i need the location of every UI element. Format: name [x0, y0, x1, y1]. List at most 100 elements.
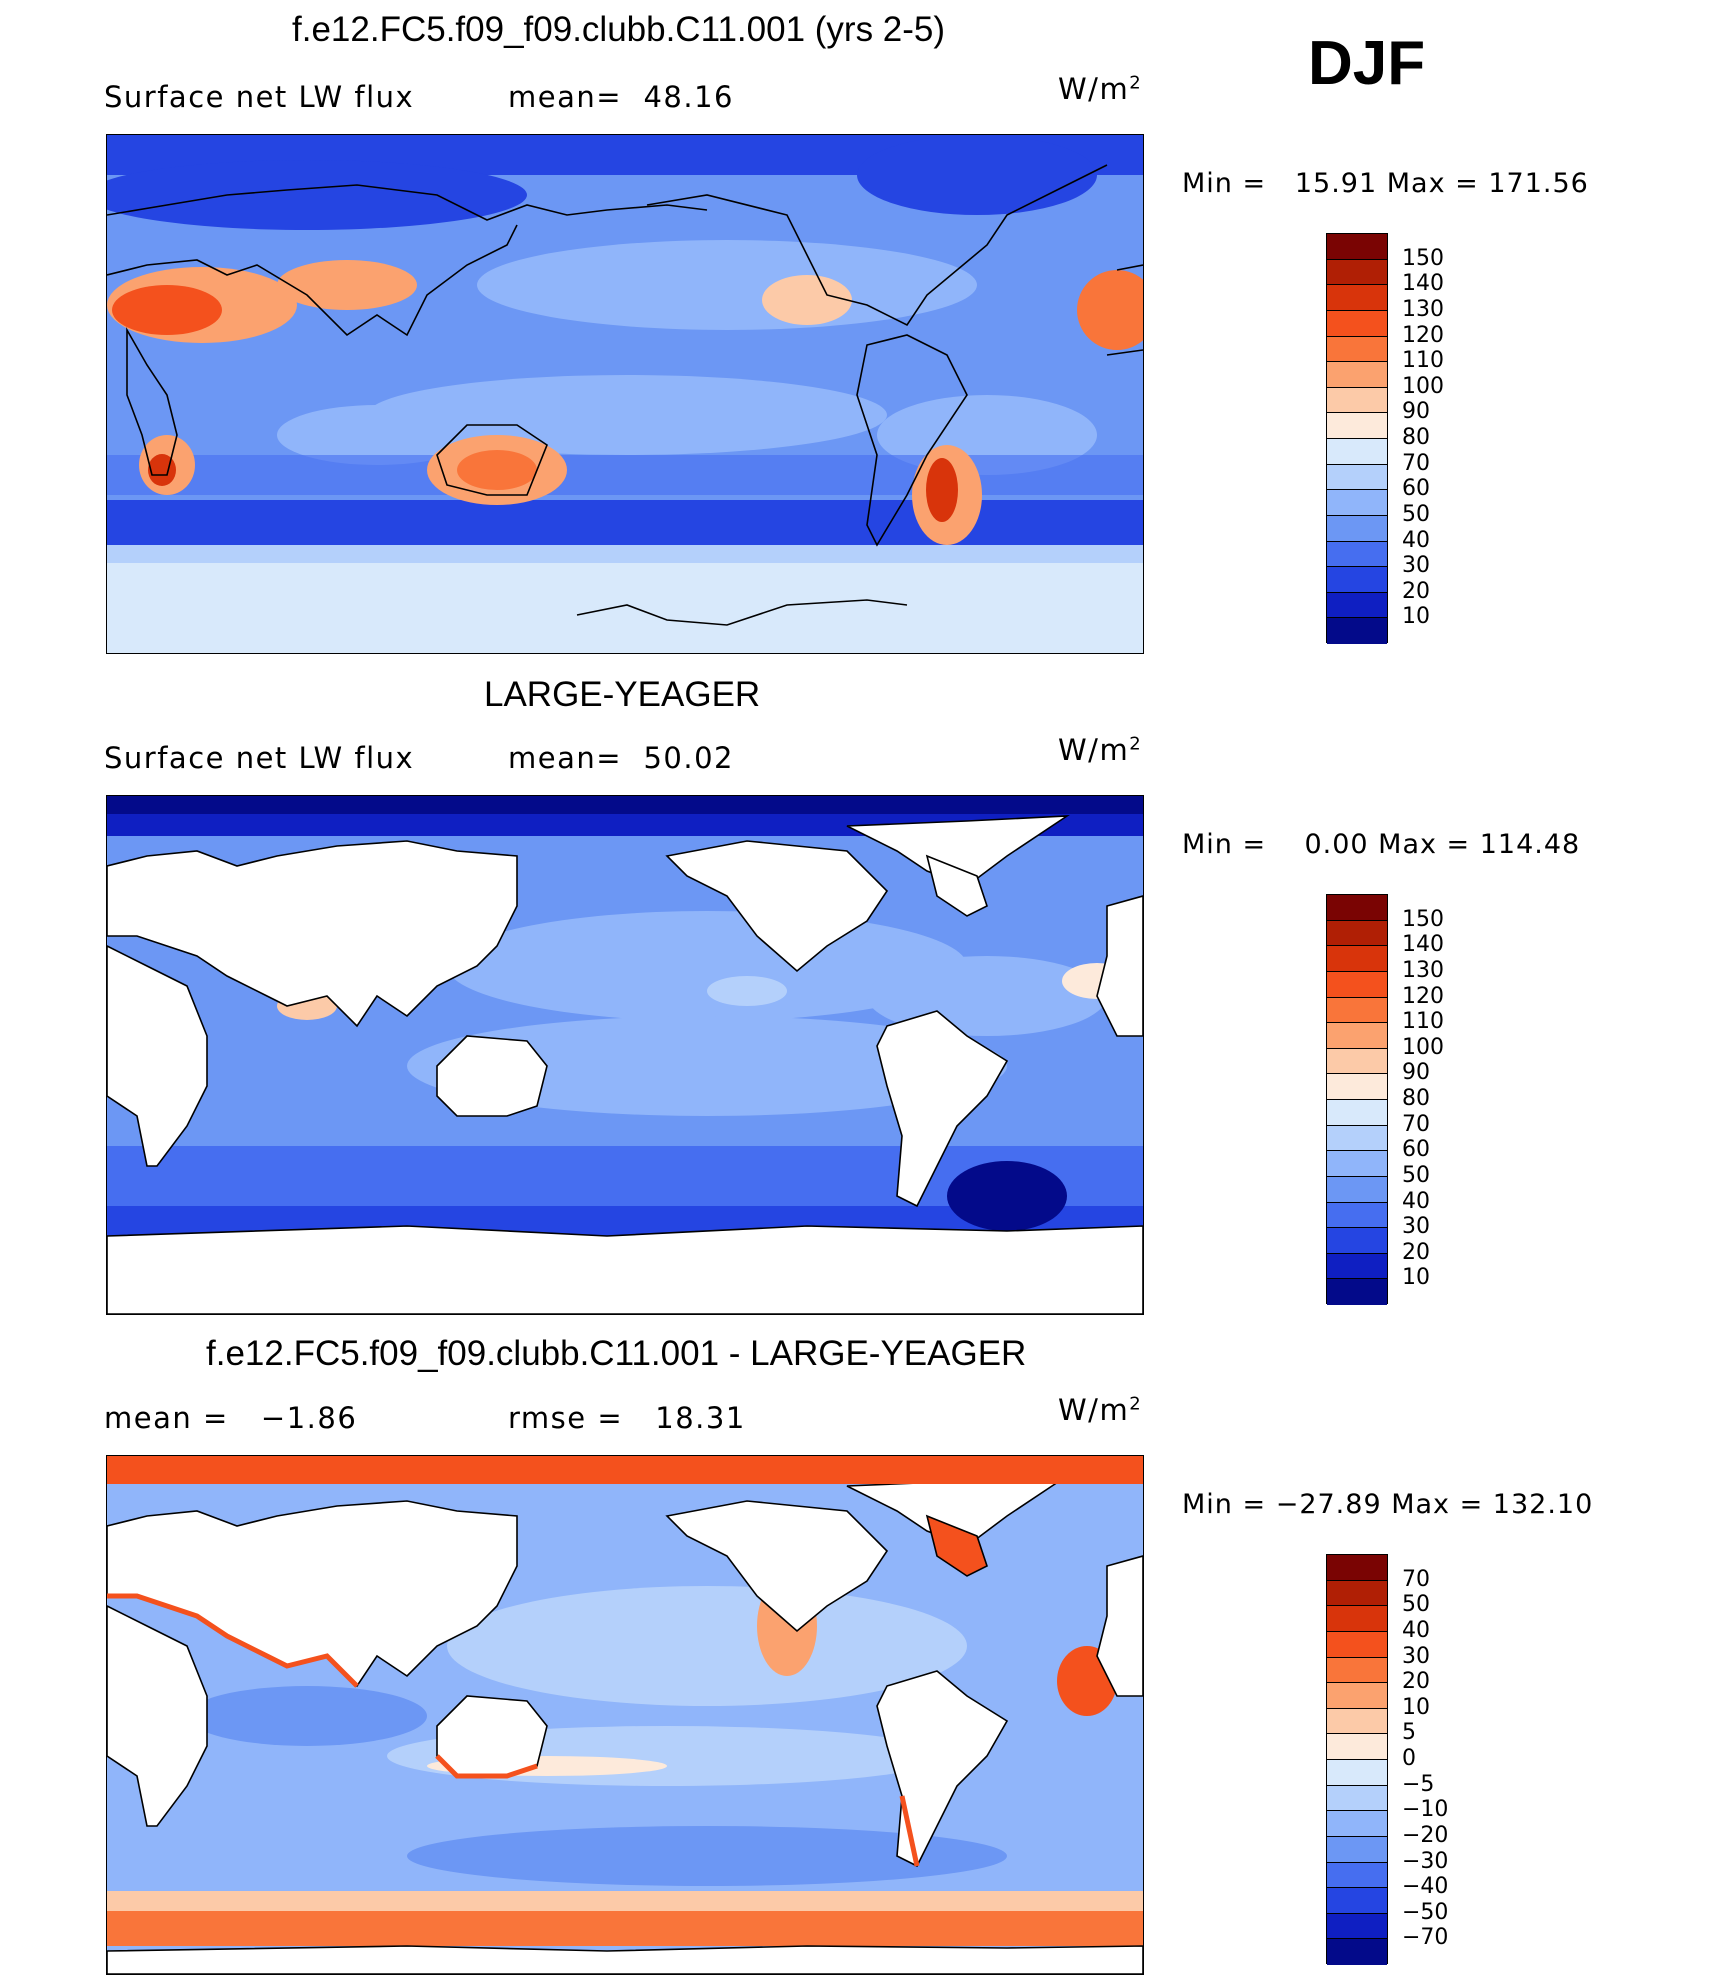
colorbar-tick-label: 110 — [1402, 1009, 1444, 1035]
colorbar-tick-label: 130 — [1402, 957, 1444, 983]
panel-2-mean-label: mean= 50.02 — [508, 741, 734, 775]
panel-1-variable-label: Surface net LW flux — [104, 80, 415, 114]
colorbar-tick-label: 90 — [1402, 1060, 1430, 1086]
colorbar-tick-label: 10 — [1402, 1265, 1430, 1291]
colorbar-tick-label: 150 — [1402, 906, 1444, 932]
colorbar-tick-label: 5 — [1402, 1720, 1416, 1746]
colorbar-segment — [1327, 1253, 1387, 1280]
colorbar-segment — [1327, 1048, 1387, 1075]
panel-1-minmax: Min = 15.91 Max = 171.56 — [1182, 168, 1589, 199]
panel-1-title: f.e12.FC5.f09_f09.clubb.C11.001 (yrs 2-5… — [292, 10, 946, 49]
colorbar-tick-label: 20 — [1402, 1669, 1430, 1695]
colorbar-segment — [1327, 310, 1387, 337]
colorbar-tick-label: 20 — [1402, 1239, 1430, 1265]
colorbar-segment — [1327, 541, 1387, 568]
panel-3-rmse-label: rmse = 18.31 — [508, 1401, 746, 1435]
colorbar-segment — [1327, 1279, 1387, 1305]
panel-2-map-svg — [107, 796, 1143, 1314]
colorbar-tick-label: 50 — [1402, 1592, 1430, 1618]
colorbar-segment — [1327, 567, 1387, 593]
colorbar-tick-label: −20 — [1402, 1822, 1449, 1848]
colorbar-tick-label: 120 — [1402, 322, 1444, 348]
colorbar-segment — [1327, 490, 1387, 516]
colorbar-tick-label: 30 — [1402, 1643, 1430, 1669]
colorbar-tick-label: −40 — [1402, 1874, 1449, 1900]
colorbar-segment — [1327, 1811, 1387, 1837]
colorbar-segment — [1327, 1657, 1387, 1684]
panel-1-unit-label: W/m2 — [1058, 72, 1143, 106]
panel-3-title: f.e12.FC5.f09_f09.clubb.C11.001 - LARGE-… — [206, 1334, 1027, 1373]
colorbar-segment — [1327, 1734, 1387, 1760]
colorbar-segment — [1327, 1580, 1387, 1607]
panel-1-map-svg — [107, 135, 1143, 653]
colorbar-segment — [1327, 336, 1387, 363]
colorbar-segment — [1327, 1683, 1387, 1709]
colorbar-segment — [1327, 1176, 1387, 1203]
colorbar-segment — [1327, 1888, 1387, 1914]
colorbar-segment — [1327, 464, 1387, 491]
colorbar-tick-label: −10 — [1402, 1797, 1449, 1823]
panel-3-mean-label: mean = −1.86 — [104, 1401, 358, 1435]
colorbar-tick-label: 140 — [1402, 932, 1444, 958]
panel-3-map — [106, 1455, 1144, 1975]
panel-3-unit-label: W/m2 — [1058, 1393, 1143, 1427]
colorbar-segment — [1327, 1862, 1387, 1889]
panel-1-colorbar — [1326, 233, 1388, 644]
panel-1-mean-label: mean= 48.16 — [508, 80, 734, 114]
colorbar-tick-label: 70 — [1402, 1111, 1430, 1137]
panel-3-colorbar — [1326, 1554, 1388, 1965]
colorbar-segment — [1327, 1836, 1387, 1863]
panel-2-map — [106, 795, 1144, 1315]
colorbar-segment — [1327, 592, 1387, 619]
colorbar-tick-label: 40 — [1402, 1188, 1430, 1214]
colorbar-segment — [1327, 1631, 1387, 1658]
colorbar-tick-label: 100 — [1402, 1034, 1444, 1060]
colorbar-segment — [1327, 1708, 1387, 1735]
panel-2-colorbar — [1326, 894, 1388, 1305]
colorbar-tick-label: 10 — [1402, 1694, 1430, 1720]
colorbar-tick-label: 110 — [1402, 348, 1444, 374]
colorbar-segment — [1327, 1760, 1387, 1786]
colorbar-segment — [1327, 971, 1387, 998]
colorbar-tick-label: 40 — [1402, 527, 1430, 553]
panel-1-map — [106, 134, 1144, 654]
colorbar-tick-label: 30 — [1402, 1214, 1430, 1240]
colorbar-segment — [1327, 259, 1387, 286]
colorbar-tick-label: 0 — [1402, 1746, 1416, 1771]
colorbar-tick-label: 40 — [1402, 1617, 1430, 1643]
colorbar-tick-label: 70 — [1402, 450, 1430, 476]
colorbar-segment — [1327, 515, 1387, 542]
colorbar-tick-label: 10 — [1402, 604, 1430, 630]
colorbar-tick-label: 130 — [1402, 296, 1444, 322]
colorbar-segment — [1327, 1074, 1387, 1100]
colorbar-segment — [1327, 1151, 1387, 1177]
colorbar-segment — [1327, 1100, 1387, 1126]
panel-2-unit-label: W/m2 — [1058, 733, 1143, 767]
colorbar-tick-label: 100 — [1402, 373, 1444, 399]
colorbar-segment — [1327, 920, 1387, 947]
colorbar-segment — [1327, 362, 1387, 388]
colorbar-segment — [1327, 618, 1387, 644]
colorbar-tick-label: −50 — [1402, 1899, 1449, 1925]
colorbar-segment — [1327, 1228, 1387, 1254]
colorbar-tick-label: 70 — [1402, 1566, 1430, 1592]
colorbar-segment — [1327, 1023, 1387, 1049]
colorbar-segment — [1327, 895, 1387, 921]
colorbar-tick-label: 60 — [1402, 1137, 1430, 1163]
colorbar-tick-label: 20 — [1402, 578, 1430, 604]
colorbar-segment — [1327, 413, 1387, 439]
season-label: DJF — [1308, 29, 1426, 98]
colorbar-tick-label: 150 — [1402, 245, 1444, 271]
colorbar-tick-label: 30 — [1402, 553, 1430, 579]
colorbar-tick-label: 80 — [1402, 1086, 1430, 1111]
colorbar-segment — [1327, 1606, 1387, 1632]
colorbar-tick-label: 50 — [1402, 501, 1430, 527]
panel-2-minmax: Min = 0.00 Max = 114.48 — [1182, 829, 1581, 860]
colorbar-segment — [1327, 1555, 1387, 1581]
panel-3-map-svg — [107, 1456, 1143, 1974]
colorbar-segment — [1327, 1785, 1387, 1812]
colorbar-segment — [1327, 285, 1387, 311]
colorbar-tick-label: 90 — [1402, 399, 1430, 425]
colorbar-segment — [1327, 234, 1387, 260]
colorbar-tick-label: −5 — [1402, 1771, 1435, 1797]
